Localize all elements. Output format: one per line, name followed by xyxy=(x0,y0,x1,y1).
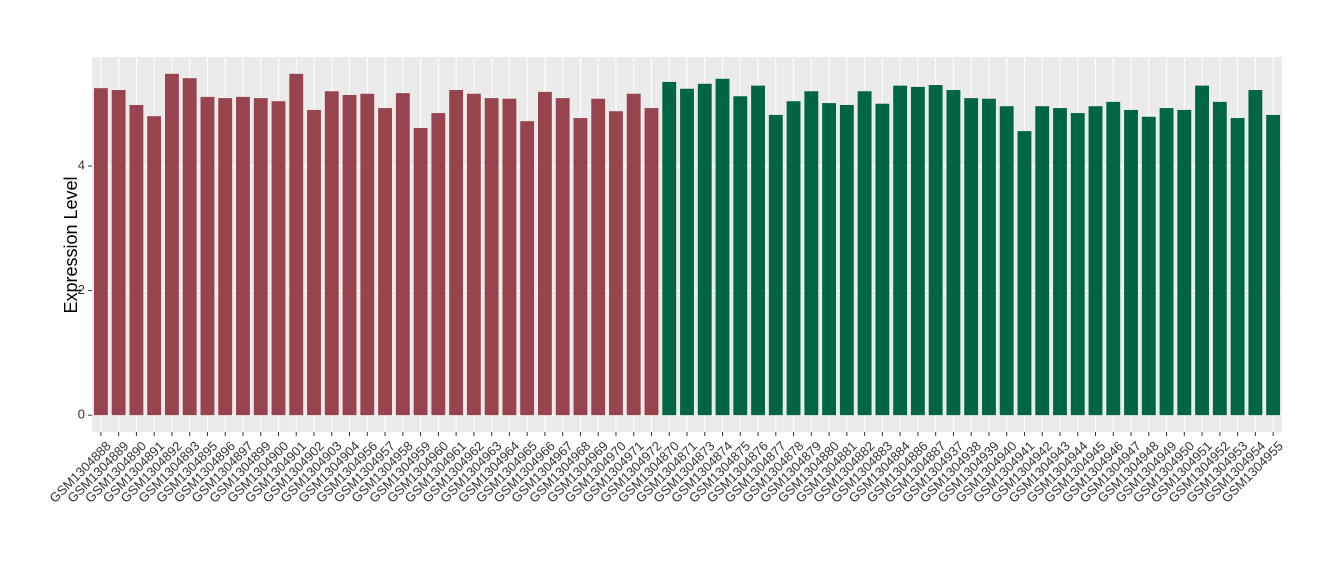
bar xyxy=(289,73,304,416)
y-tick-label: 0 xyxy=(78,407,85,422)
bar xyxy=(1053,108,1067,416)
bar xyxy=(893,85,908,416)
bar xyxy=(573,118,588,416)
bar xyxy=(1177,109,1192,416)
bar xyxy=(413,128,428,416)
bar xyxy=(520,121,535,416)
bar xyxy=(1212,101,1227,416)
bar xyxy=(324,91,339,416)
bar xyxy=(822,103,837,416)
y-tick-label: 4 xyxy=(78,157,85,172)
bar xyxy=(804,91,819,416)
bar xyxy=(928,85,943,416)
bar xyxy=(964,98,979,416)
bar xyxy=(733,96,748,416)
bar xyxy=(857,91,872,416)
bar xyxy=(751,85,765,416)
y-tick-label: 2 xyxy=(78,282,85,297)
bar xyxy=(1070,113,1085,416)
bar xyxy=(307,109,321,416)
bar xyxy=(768,114,783,416)
bar xyxy=(147,116,162,416)
bar xyxy=(839,104,854,416)
bar xyxy=(200,96,215,416)
bar xyxy=(875,103,890,416)
bar xyxy=(786,101,801,416)
bar xyxy=(537,91,552,416)
bar xyxy=(591,98,606,416)
bar xyxy=(680,88,694,416)
bar xyxy=(1159,108,1174,416)
bar xyxy=(662,81,677,416)
bar xyxy=(360,93,375,416)
bar xyxy=(910,86,925,416)
bar xyxy=(378,108,392,416)
bar xyxy=(466,93,481,416)
bar xyxy=(253,98,268,416)
bar xyxy=(164,73,179,416)
bar xyxy=(218,98,233,416)
bar xyxy=(999,106,1014,416)
bar xyxy=(644,108,659,416)
bar xyxy=(484,98,499,416)
bar xyxy=(1141,116,1156,416)
bar xyxy=(1248,90,1263,416)
bar xyxy=(236,96,250,416)
bar xyxy=(182,78,197,416)
bar xyxy=(431,113,446,416)
bar xyxy=(555,98,570,416)
bar xyxy=(982,98,996,416)
bar xyxy=(626,93,641,416)
bar xyxy=(1017,131,1032,416)
bar xyxy=(1035,106,1050,416)
bar xyxy=(715,78,730,416)
bar xyxy=(1106,101,1121,416)
y-axis-title: Expression Level xyxy=(61,176,81,313)
bar xyxy=(395,93,410,416)
bar xyxy=(129,104,144,416)
bar xyxy=(1124,109,1138,416)
bar xyxy=(1195,85,1210,416)
bar xyxy=(697,83,712,416)
bar xyxy=(502,98,517,416)
bar xyxy=(111,90,126,416)
bar xyxy=(449,90,464,416)
bar xyxy=(342,94,357,416)
bar xyxy=(271,101,286,416)
bar xyxy=(609,111,623,416)
bar xyxy=(93,88,108,416)
bar xyxy=(1088,106,1103,416)
bar xyxy=(1266,114,1281,416)
bar xyxy=(1230,118,1245,416)
bar xyxy=(946,90,961,416)
